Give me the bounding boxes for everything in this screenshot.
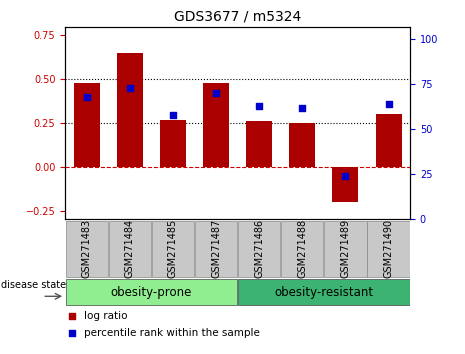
- Bar: [109, 221, 151, 277]
- Text: log ratio: log ratio: [84, 311, 127, 321]
- Bar: [238, 279, 410, 305]
- Point: [299, 105, 306, 110]
- Bar: [289, 123, 315, 167]
- Bar: [281, 221, 324, 277]
- Text: GSM271489: GSM271489: [340, 219, 351, 278]
- Text: GSM271490: GSM271490: [384, 219, 393, 278]
- Text: obesity-prone: obesity-prone: [111, 286, 192, 298]
- Point: [68, 331, 76, 336]
- Point: [126, 85, 133, 91]
- Bar: [203, 83, 229, 167]
- Bar: [152, 221, 194, 277]
- Bar: [195, 221, 237, 277]
- Bar: [74, 83, 100, 167]
- Bar: [238, 221, 280, 277]
- Point: [68, 313, 76, 319]
- Text: obesity-resistant: obesity-resistant: [274, 286, 373, 298]
- Point: [169, 112, 177, 118]
- Text: disease state: disease state: [1, 280, 66, 290]
- Text: GSM271487: GSM271487: [211, 219, 221, 278]
- Bar: [376, 114, 401, 167]
- Bar: [367, 221, 410, 277]
- Point: [342, 173, 349, 179]
- Point: [385, 101, 392, 107]
- Text: percentile rank within the sample: percentile rank within the sample: [84, 329, 260, 338]
- Text: GSM271488: GSM271488: [297, 219, 307, 278]
- Bar: [160, 120, 186, 167]
- Bar: [117, 53, 143, 167]
- Bar: [332, 167, 359, 202]
- Bar: [66, 221, 108, 277]
- Text: GSM271484: GSM271484: [125, 219, 135, 278]
- Point: [213, 90, 220, 96]
- Point: [255, 103, 263, 109]
- Bar: [66, 279, 237, 305]
- Title: GDS3677 / m5324: GDS3677 / m5324: [174, 10, 301, 24]
- Text: GSM271483: GSM271483: [82, 219, 92, 278]
- Bar: [324, 221, 366, 277]
- Point: [83, 94, 90, 100]
- Bar: [246, 121, 272, 167]
- Text: GSM271486: GSM271486: [254, 219, 264, 278]
- Text: GSM271485: GSM271485: [168, 219, 178, 278]
